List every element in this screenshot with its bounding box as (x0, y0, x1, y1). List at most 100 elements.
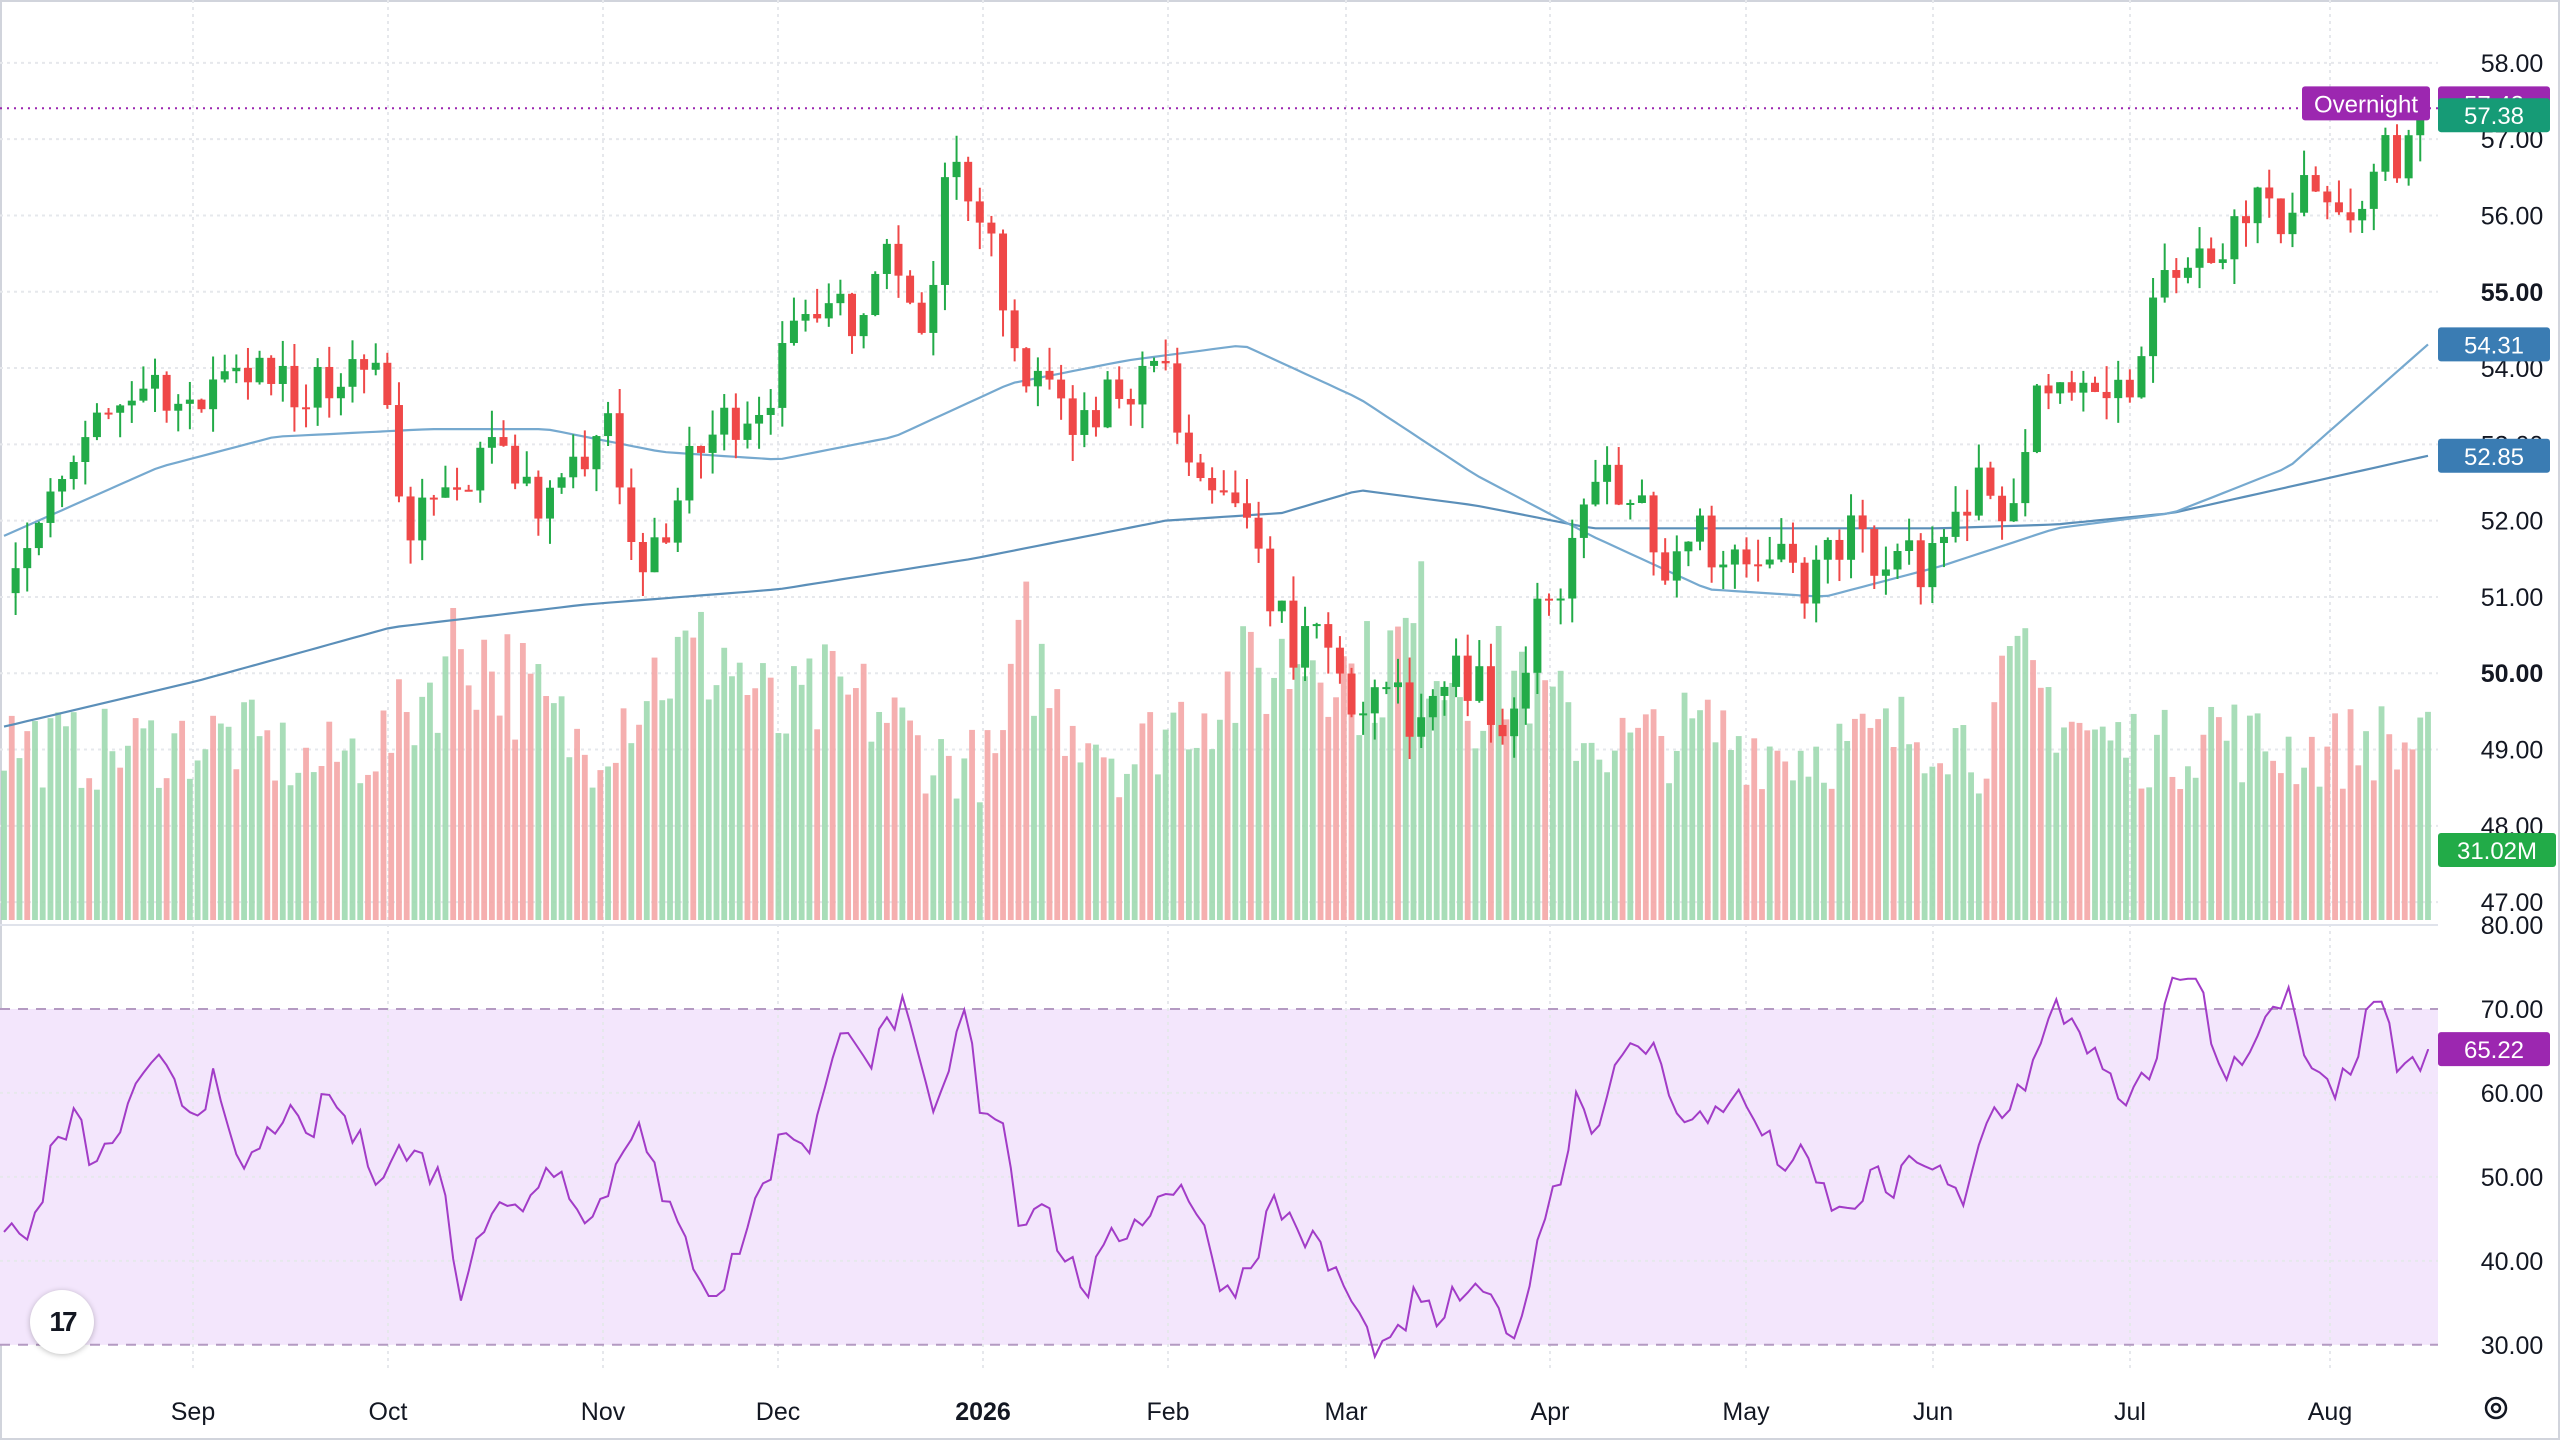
volume-bar (148, 720, 155, 920)
candle-body (522, 476, 531, 484)
volume-bar (2339, 788, 2346, 920)
volume-bar (155, 787, 162, 920)
volume-bar (2347, 709, 2354, 920)
volume-bar (2378, 706, 2385, 920)
candle-body (1812, 559, 1821, 604)
candle-body (1951, 511, 1960, 537)
volume-bar (1549, 686, 1556, 920)
volume-bar (992, 753, 999, 920)
volume-bar (1526, 723, 1533, 920)
candle-body (476, 447, 485, 491)
candle-body (1266, 548, 1275, 612)
candle-body (1161, 360, 1170, 364)
volume-bar (458, 649, 464, 920)
volume-bar (1000, 730, 1006, 920)
candle-body (720, 407, 729, 435)
volume-bar (388, 752, 395, 920)
candle-body (2125, 379, 2134, 398)
volume-bar (24, 731, 31, 920)
candle-body (2346, 212, 2355, 221)
volume-bar (427, 682, 433, 920)
volume-bar (2223, 740, 2230, 920)
volume-bar (1209, 749, 1216, 920)
volume-bar (1588, 742, 1595, 920)
candle-body (1010, 310, 1019, 349)
price-tick-label: 52.00 (2481, 508, 2544, 536)
volume-bar (2092, 729, 2098, 920)
volume-bar (225, 726, 232, 920)
candle-body (1730, 549, 1739, 565)
candle-body (1835, 539, 1844, 560)
volume-bar (984, 730, 991, 920)
volume-bar (1968, 772, 1974, 920)
candle-body (940, 177, 949, 285)
volume-bar (736, 662, 743, 920)
candle-body (1138, 365, 1147, 405)
volume-bar (132, 718, 139, 920)
volume-bar (1, 770, 7, 920)
volume-bar (1054, 689, 1061, 920)
volume-bar (860, 663, 867, 920)
volume-bar (566, 757, 573, 920)
candle-body (2183, 267, 2192, 278)
candle-body (1591, 481, 1600, 505)
candle-body (731, 407, 740, 440)
candle-body (1661, 552, 1670, 581)
gear-icon[interactable] (2480, 1392, 2512, 1424)
candle-body (127, 400, 136, 406)
volume-bar (1015, 619, 1022, 920)
volume-bar (2138, 788, 2145, 920)
volume-bar (1379, 717, 1386, 920)
volume-bar (558, 696, 565, 920)
volume-bar (883, 722, 890, 920)
candle-body (801, 314, 810, 321)
volume-bar (2332, 713, 2338, 920)
candle-body (1022, 348, 1031, 387)
candle-body (1905, 540, 1914, 552)
rsi-tick-label: 30.00 (2481, 1332, 2544, 1360)
overnight-label-tag: Overnight (2314, 91, 2418, 118)
volume-bar (814, 729, 821, 920)
candle-body (418, 497, 427, 541)
x-tick-label: Nov (581, 1398, 626, 1426)
volume-bar (2417, 717, 2424, 920)
volume-bar (2324, 746, 2331, 920)
volume-bar (876, 711, 883, 920)
candle-body (2114, 379, 2123, 399)
volume-bar (651, 657, 658, 920)
volume-bar (1147, 712, 1154, 920)
candle-body (1498, 724, 1507, 737)
candle-body (1754, 564, 1763, 567)
candle-body (1219, 490, 1228, 493)
volume-bar (899, 707, 906, 920)
volume-bar (2037, 687, 2044, 920)
volume-bar (2231, 704, 2238, 920)
candle-body (1568, 537, 1577, 599)
volume-bar (690, 637, 697, 920)
candle-body (1126, 398, 1135, 405)
candle-body (348, 359, 357, 387)
volume-bar (94, 789, 100, 920)
candle-body (615, 413, 624, 488)
candle-body (2300, 175, 2309, 213)
volume-bar (1821, 782, 1827, 920)
candle-body (1939, 536, 1948, 544)
candle-body (1870, 529, 1879, 576)
candle-body (1777, 543, 1786, 560)
candle-body (139, 388, 148, 401)
candle-body (394, 405, 403, 497)
candle-body (23, 548, 32, 569)
candle-body (2195, 248, 2204, 268)
volume-bar (2370, 780, 2377, 920)
volume-bar (1890, 747, 1897, 920)
volume-bar (1155, 774, 1161, 920)
volume-bar (1069, 725, 1076, 920)
tradingview-logo[interactable]: 17 (30, 1290, 94, 1354)
volume-bar (1790, 780, 1796, 920)
x-tick-label: Mar (1324, 1398, 1367, 1426)
candle-body (1742, 549, 1751, 565)
volume-bar (504, 634, 511, 920)
volume-bar (767, 677, 774, 920)
volume-tag: 31.02M (2457, 838, 2537, 865)
